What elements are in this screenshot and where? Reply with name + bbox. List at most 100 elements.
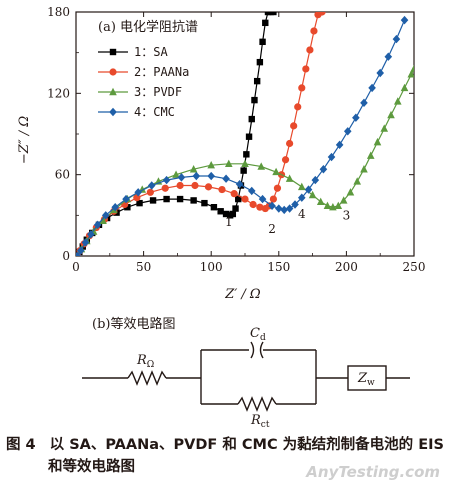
chart-labels-layer: 1 2 3 4 <box>225 207 350 236</box>
data-point <box>176 195 184 203</box>
data-point <box>275 204 283 213</box>
y-tick-label: 120 <box>47 86 70 100</box>
curve-label-3: 3 <box>343 208 351 222</box>
data-point <box>230 190 238 198</box>
data-point <box>376 68 384 78</box>
legend-marker <box>109 87 117 96</box>
data-point <box>76 251 82 256</box>
data-point <box>262 19 269 27</box>
data-point <box>259 38 266 46</box>
data-point <box>210 204 218 211</box>
data-point <box>334 201 343 210</box>
legend-label: 1：SA <box>134 45 168 59</box>
legend-marker <box>109 107 117 117</box>
data-point <box>306 46 314 54</box>
data-point <box>297 193 306 202</box>
x-axis-label: Z′ / Ω <box>224 287 261 300</box>
x-tick-label: 100 <box>200 260 223 274</box>
data-point <box>217 208 224 215</box>
equivalent-circuit-diagram: (b)等效电路图 RΩ Cd Rct Zw <box>82 316 410 430</box>
legend-item-4: 4：CMC <box>98 105 175 119</box>
data-point <box>308 190 317 199</box>
data-point <box>311 175 320 185</box>
data-point <box>251 96 258 104</box>
data-point <box>380 124 389 132</box>
data-point <box>280 205 289 215</box>
data-point <box>291 200 299 209</box>
data-point <box>269 195 277 203</box>
series-2 <box>76 12 326 256</box>
data-point <box>146 188 154 196</box>
data-point <box>201 199 208 207</box>
label-r-omega: RΩ <box>136 353 154 370</box>
data-point <box>393 97 402 105</box>
data-point <box>360 165 368 173</box>
legend-marker <box>109 68 117 76</box>
caption-number: 图 4 <box>6 437 36 453</box>
data-point <box>134 188 142 197</box>
caption-line-2: 和等效电路图 <box>48 459 135 475</box>
data-point <box>124 204 131 211</box>
series-line <box>76 19 406 256</box>
data-point <box>147 181 156 190</box>
data-point <box>101 211 110 220</box>
watermark: AnyTesting.com <box>306 463 440 481</box>
data-point <box>258 194 267 204</box>
data-point <box>343 127 352 136</box>
curve-label-1: 1 <box>225 215 233 229</box>
curve-label-4: 4 <box>298 207 306 221</box>
legend-label: 3：PVDF <box>134 85 182 99</box>
legend-item-2: 2：PAANa <box>98 65 189 79</box>
data-point <box>256 203 264 211</box>
x-tick-label: 50 <box>136 260 151 274</box>
y-tick-label: 60 <box>55 168 70 182</box>
data-point <box>81 238 90 247</box>
data-point <box>294 103 302 111</box>
data-point <box>248 115 255 123</box>
data-point <box>222 174 230 183</box>
data-point <box>241 159 249 168</box>
data-point <box>161 184 169 192</box>
data-point <box>235 179 244 189</box>
data-point <box>177 173 186 182</box>
data-point <box>272 167 280 176</box>
data-point <box>285 204 294 213</box>
data-point <box>285 174 294 182</box>
data-point <box>373 137 382 146</box>
data-point <box>76 246 85 255</box>
label-zw: Zw <box>357 371 375 388</box>
label-cd: Cd <box>250 326 266 343</box>
data-point <box>243 151 250 158</box>
y-axis-label: −Z″ / Ω <box>17 116 32 164</box>
caption-line-1: 以 SA、PAANa、PVDF 和 CMC 为黏结剂制备电池的 EIS <box>49 437 444 453</box>
data-point <box>302 65 310 73</box>
data-point <box>310 27 318 35</box>
data-point <box>224 159 233 168</box>
data-point <box>387 110 395 119</box>
legend-item-1: 1：SA <box>98 45 168 59</box>
data-point <box>249 200 257 209</box>
chart-axes: 0 50 100 150 200 250 0 60 120 180 <box>47 5 425 274</box>
data-point <box>316 197 325 205</box>
series-3 <box>76 64 414 256</box>
data-point <box>273 184 282 192</box>
data-point <box>163 195 170 203</box>
data-point <box>256 58 264 66</box>
data-point <box>335 140 344 150</box>
data-point <box>400 83 409 92</box>
y-tick-label: 0 <box>62 249 70 263</box>
data-point <box>136 199 143 207</box>
data-point <box>327 152 336 162</box>
curve-label-2: 2 <box>268 222 276 236</box>
data-point <box>245 133 253 140</box>
data-point <box>298 84 306 92</box>
data-point <box>235 195 242 203</box>
data-point <box>368 83 376 93</box>
data-point <box>176 181 184 190</box>
data-point <box>240 167 247 174</box>
data-point <box>400 15 409 25</box>
figure-caption: 图 4 以 SA、PAANa、PVDF 和 CMC 为黏结剂制备电池的 EIS 和… <box>6 434 446 478</box>
x-tick-label: 200 <box>335 260 358 274</box>
x-tick-label: 0 <box>72 260 80 274</box>
data-point <box>232 205 239 212</box>
